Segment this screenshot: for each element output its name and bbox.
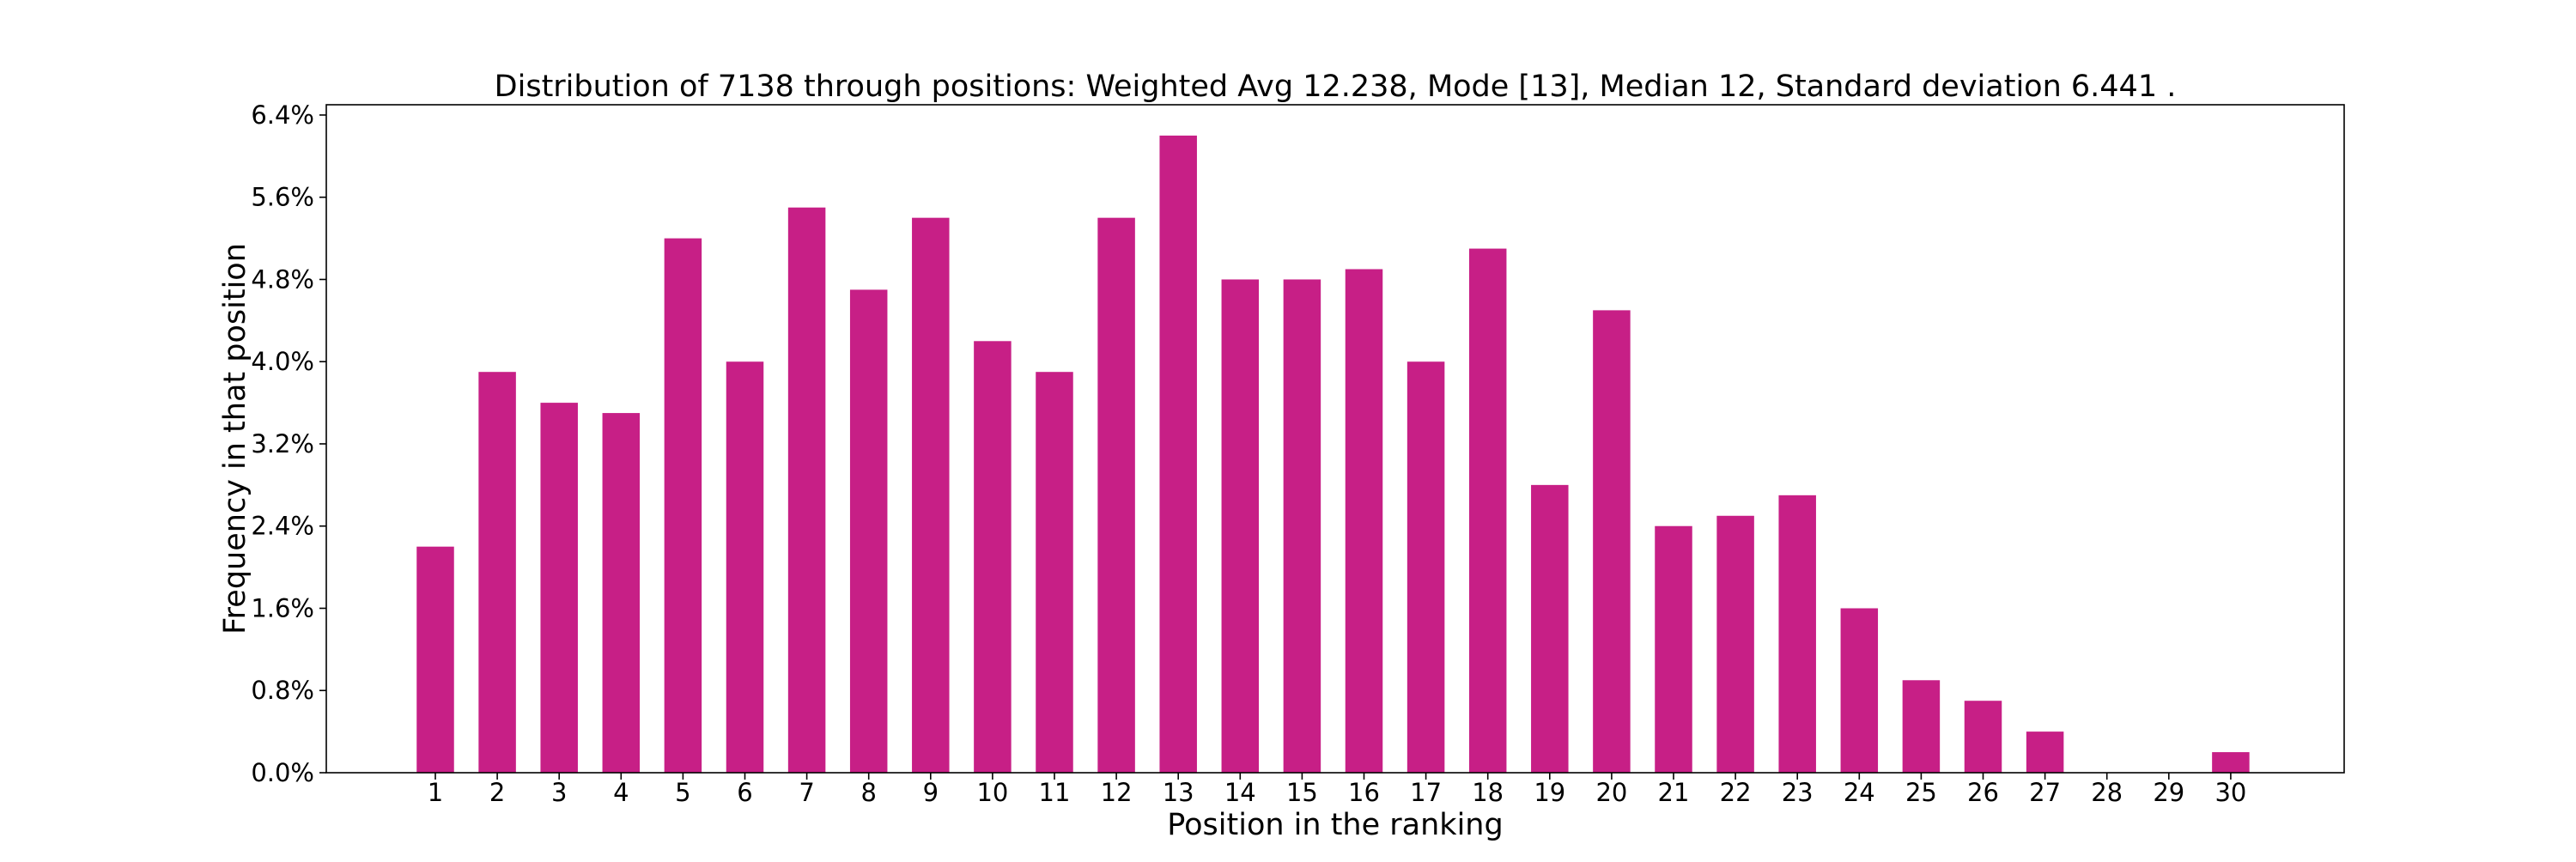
x-tick-label: 29 bbox=[2153, 778, 2184, 807]
bar-position-14 bbox=[1221, 279, 1260, 773]
bar-position-21 bbox=[1655, 525, 1692, 773]
x-tick-label: 22 bbox=[1720, 778, 1752, 807]
bar-position-3 bbox=[540, 403, 578, 773]
bar-position-15 bbox=[1283, 279, 1321, 773]
x-tick-label: 23 bbox=[1782, 778, 1814, 807]
x-tick-label: 20 bbox=[1595, 778, 1627, 807]
x-tick-label: 28 bbox=[2091, 778, 2123, 807]
chart-title: Distribution of 7138 through positions: … bbox=[495, 70, 2177, 104]
bar-position-5 bbox=[664, 238, 702, 774]
x-tick-label: 25 bbox=[1905, 778, 1937, 807]
bar-position-8 bbox=[849, 289, 888, 773]
bar-position-25 bbox=[1902, 680, 1941, 773]
x-tick-label: 4 bbox=[613, 778, 629, 807]
y-tick-label: 5.6% bbox=[251, 183, 314, 212]
x-axis-label: Position in the ranking bbox=[1167, 808, 1503, 842]
bar-position-4 bbox=[602, 413, 641, 773]
x-tick-label: 15 bbox=[1286, 778, 1318, 807]
bar-position-1 bbox=[416, 546, 454, 773]
bar-position-19 bbox=[1531, 484, 1569, 773]
bar-position-16 bbox=[1345, 269, 1383, 773]
bar-position-24 bbox=[1840, 608, 1879, 773]
x-tick-label: 13 bbox=[1163, 778, 1194, 807]
bar-position-27 bbox=[2026, 731, 2064, 773]
bar-position-30 bbox=[2212, 752, 2250, 773]
y-tick-label: 2.4% bbox=[251, 512, 314, 541]
bars-layer bbox=[416, 135, 2250, 774]
x-tick-label: 17 bbox=[1410, 778, 1442, 807]
bar-position-6 bbox=[726, 361, 764, 773]
x-tick-label: 3 bbox=[551, 778, 567, 807]
x-tick-label: 27 bbox=[2029, 778, 2061, 807]
x-tick-label: 16 bbox=[1348, 778, 1380, 807]
y-tick-label: 4.8% bbox=[251, 264, 314, 294]
bar-position-9 bbox=[912, 217, 950, 773]
bar-position-22 bbox=[1716, 515, 1754, 773]
bar-position-20 bbox=[1593, 310, 1631, 773]
x-tick-label: 5 bbox=[675, 778, 690, 807]
y-axis-label: Frequency in that position bbox=[218, 243, 252, 634]
y-tick-label: 0.8% bbox=[251, 676, 314, 705]
ticks-layer: 1 2 3 4 5 6 7 8 9 10 11 12 13 14 15 16 17 18 19 20 21 22 23 24 2… bbox=[251, 100, 2246, 807]
x-tick-label: 6 bbox=[737, 778, 752, 807]
y-tick-label: 6.4% bbox=[251, 100, 314, 130]
x-tick-label: 11 bbox=[1039, 778, 1071, 807]
y-tick-label: 4.0% bbox=[251, 347, 314, 376]
x-tick-label: 8 bbox=[860, 778, 876, 807]
plot-frame bbox=[325, 104, 2345, 774]
y-tick-label: 1.6% bbox=[251, 593, 314, 622]
x-tick-label: 14 bbox=[1224, 778, 1256, 807]
x-tick-label: 18 bbox=[1472, 778, 1504, 807]
y-tick-label: 0.0% bbox=[251, 758, 314, 787]
x-tick-label: 30 bbox=[2215, 778, 2246, 807]
bar-position-7 bbox=[787, 207, 826, 773]
x-tick-label: 24 bbox=[1844, 778, 1875, 807]
bar-position-12 bbox=[1097, 217, 1135, 773]
x-tick-label: 21 bbox=[1658, 778, 1690, 807]
y-tick-label: 3.2% bbox=[251, 429, 314, 458]
x-tick-label: 2 bbox=[489, 778, 505, 807]
bar-position-10 bbox=[974, 341, 1012, 773]
bar-position-18 bbox=[1468, 248, 1507, 774]
bar-position-26 bbox=[1964, 701, 2002, 773]
x-tick-label: 1 bbox=[428, 778, 443, 807]
x-tick-label: 19 bbox=[1534, 778, 1565, 807]
bar-position-17 bbox=[1406, 361, 1445, 773]
bar-position-23 bbox=[1778, 495, 1816, 773]
x-tick-label: 26 bbox=[1967, 778, 1999, 807]
x-tick-label: 12 bbox=[1101, 778, 1133, 807]
bar-position-11 bbox=[1036, 372, 1073, 773]
bar-position-13 bbox=[1159, 135, 1197, 773]
x-tick-label: 10 bbox=[976, 778, 1008, 807]
x-tick-label: 9 bbox=[923, 778, 939, 807]
x-tick-label: 7 bbox=[799, 778, 814, 807]
bar-position-2 bbox=[478, 372, 516, 773]
